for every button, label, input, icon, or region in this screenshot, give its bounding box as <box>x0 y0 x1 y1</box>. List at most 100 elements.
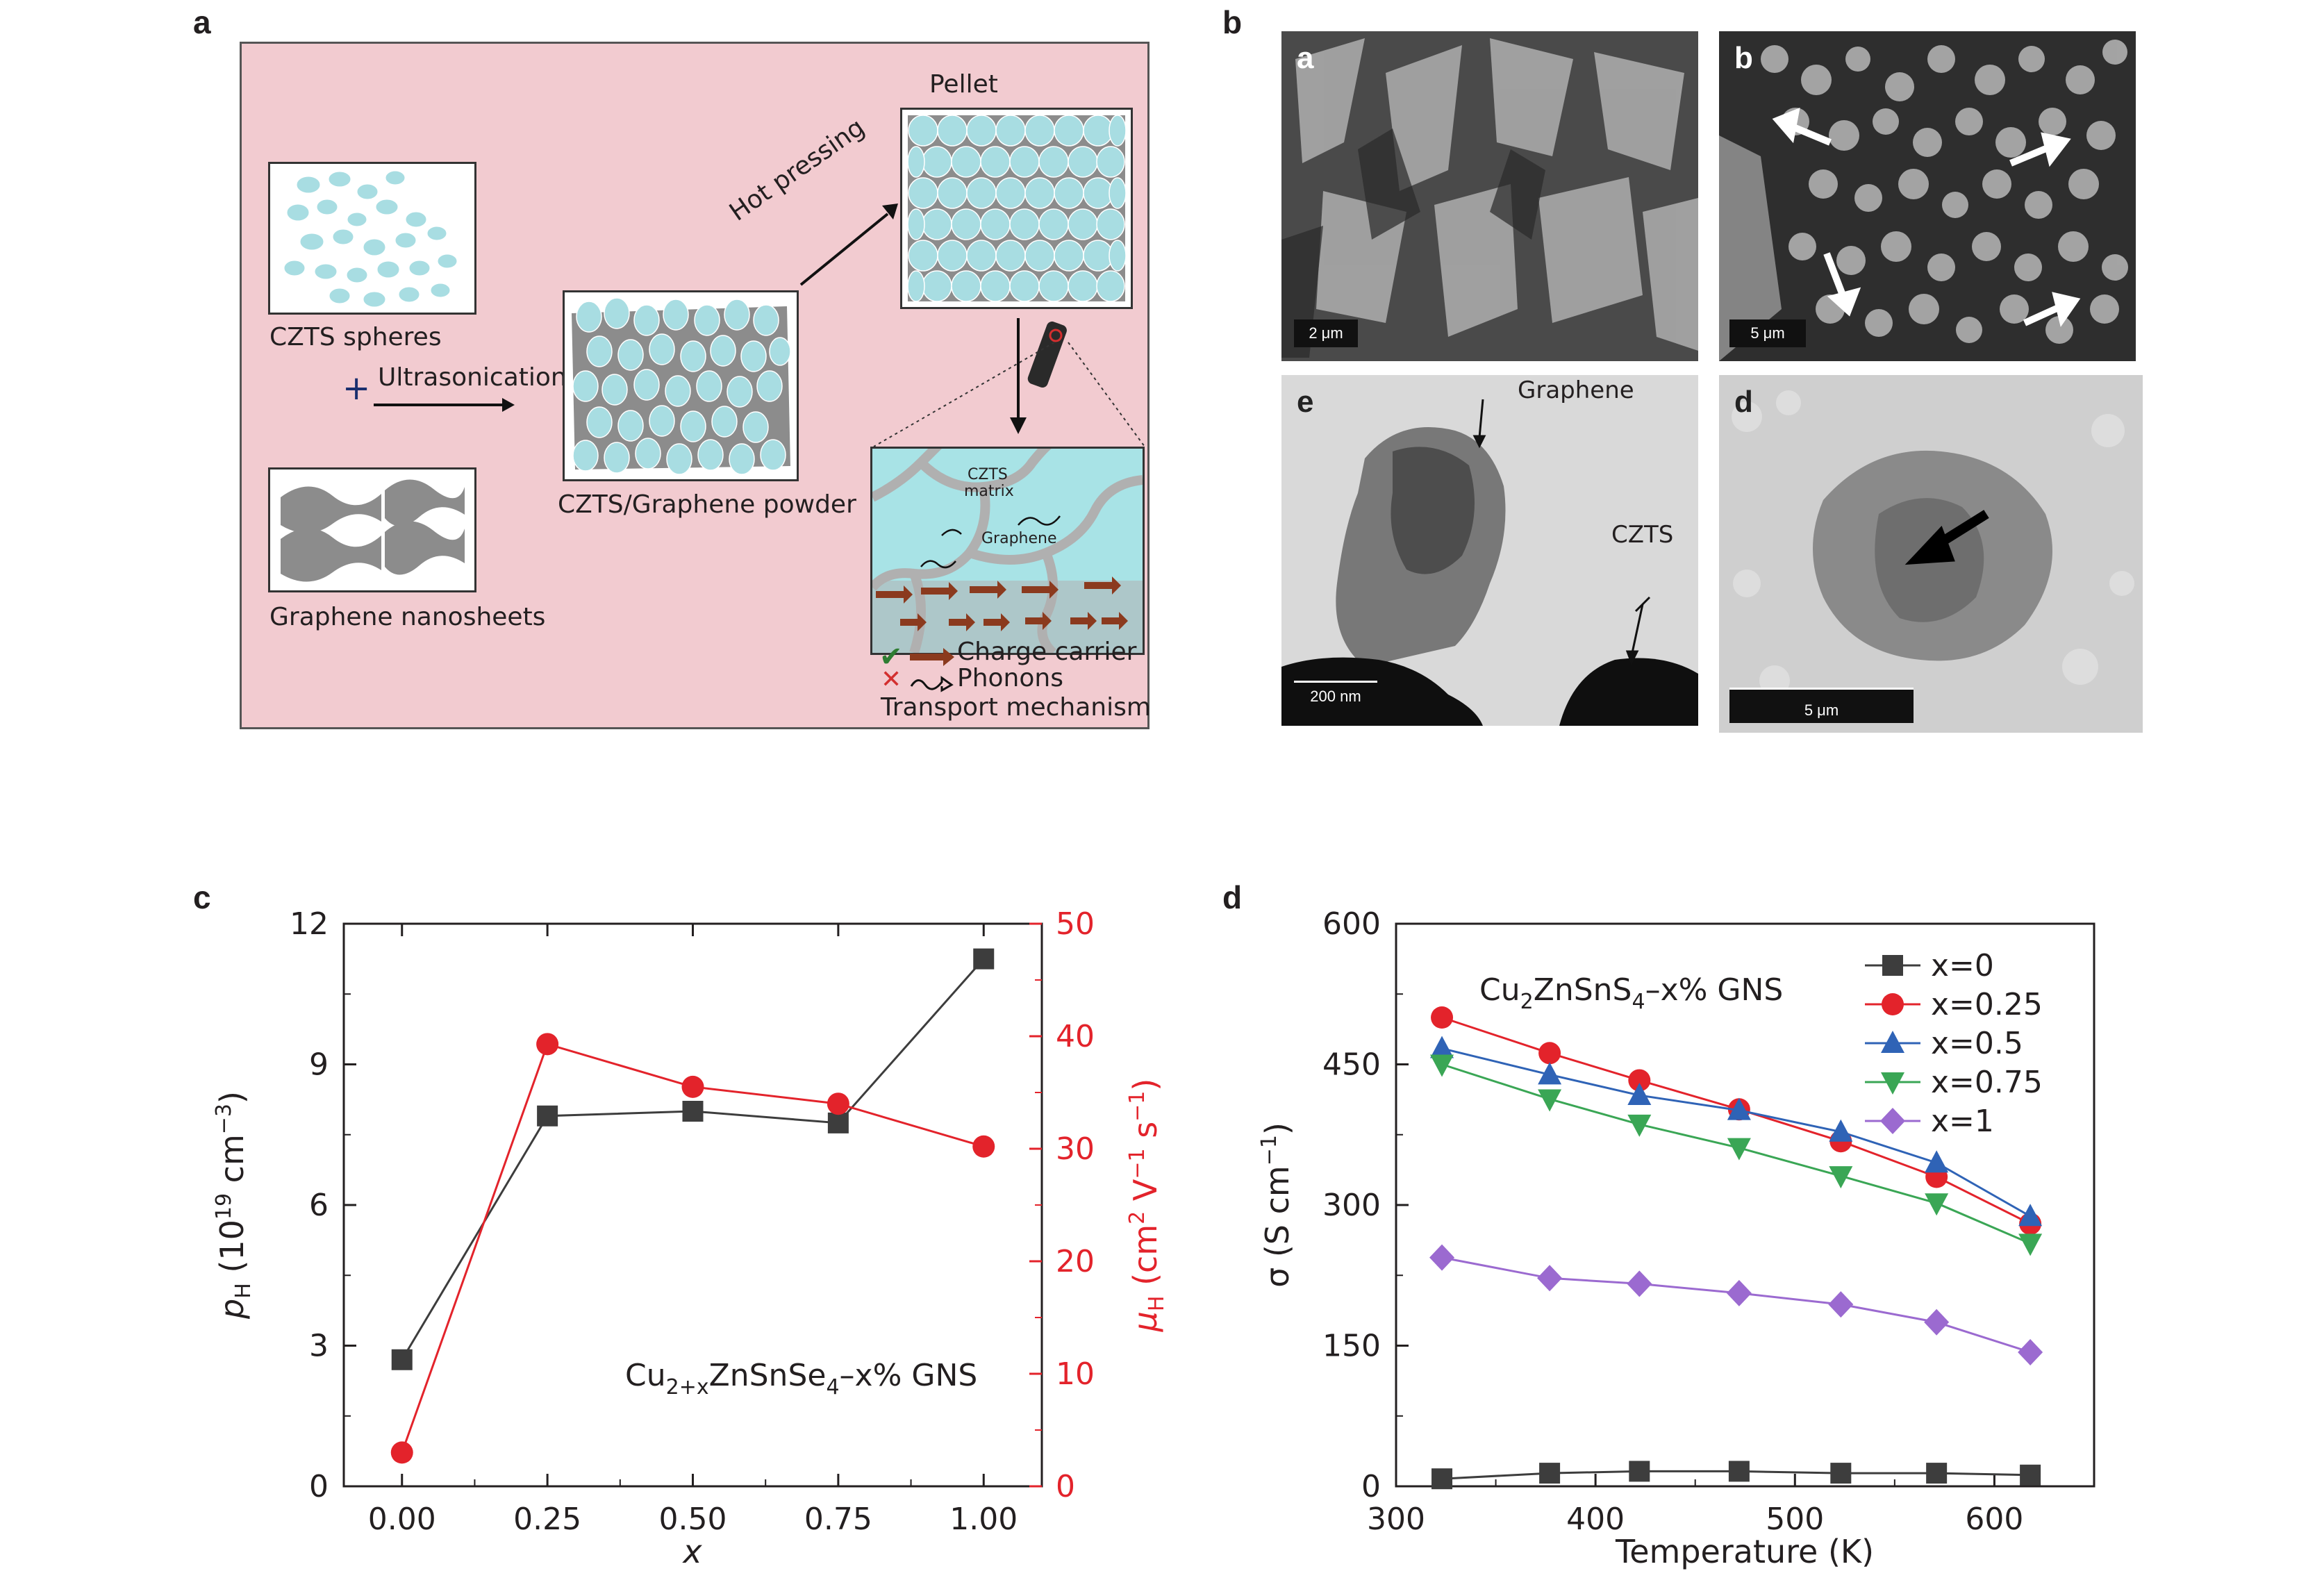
czts-spheres-label: CZTS spheres <box>269 323 442 351</box>
sem-a-letter: a <box>1297 41 1314 75</box>
chart-d-point-0-4 <box>1830 1463 1852 1484</box>
chart-d-legend-label-4: x=1 <box>1931 1104 1994 1139</box>
scale-bar-d: 5 μm <box>1729 688 1914 723</box>
chart-d-ytick-label: 150 <box>1322 1329 1381 1364</box>
sem-image-d-texture <box>1719 375 2143 733</box>
pellet-box <box>900 108 1133 309</box>
chart-d-ytick-label: 600 <box>1322 906 1381 942</box>
charge-carrier-arrow-icon <box>910 648 954 666</box>
czts-spheres-box <box>268 162 476 315</box>
sem-image-a: a 2 μm <box>1281 31 1698 361</box>
scale-bar-b: 5 μm <box>1729 319 1806 347</box>
chart-d-point-3-2 <box>1627 1114 1652 1137</box>
chart-d-point-4-3 <box>1726 1279 1752 1306</box>
chart-d-ylabel: σ (S cm−1) <box>1257 1122 1296 1288</box>
czts-matrix-label-2: matrix <box>964 483 1014 500</box>
chart-d-ytick-label: 300 <box>1322 1188 1381 1223</box>
chart-c-point-0-1 <box>537 1105 558 1127</box>
scale-bar-a: 2 μm <box>1294 319 1358 347</box>
transport-mechanism-box <box>870 447 1145 655</box>
chart-d-point-2-4 <box>1829 1119 1853 1142</box>
chart-c-point-1-4 <box>972 1135 995 1158</box>
chart-c-frame <box>342 922 1043 1488</box>
chart-c-xtick-label: 0.75 <box>804 1502 872 1537</box>
chart-d-xtick-label: 400 <box>1566 1502 1625 1537</box>
chart-d-series-line-4 <box>1441 1256 2031 1354</box>
chart-d-point-4-6 <box>2018 1338 2043 1365</box>
chart-d-annotation: Cu2ZnSnS4–x% GNS <box>1479 972 1783 1014</box>
tem-czts-label: CZTS <box>1611 521 1674 549</box>
chart-d-point-2-1 <box>1538 1062 1562 1085</box>
chart-d-point-2-2 <box>1627 1083 1652 1106</box>
chart-d-xtick-label: 300 <box>1367 1502 1425 1537</box>
sem-image-b: b 5 μm <box>1719 31 2136 361</box>
chart-c-series-line-0 <box>401 958 985 1361</box>
chart-d-conductivity: 300 400 500 600 0 150 300 450 600 x=0 x=0.25 x=0.… <box>1257 906 2095 1570</box>
chart-d-xtick-label: 600 <box>1965 1502 2023 1537</box>
chart-c-point-0-3 <box>827 1112 849 1133</box>
graphene-nanosheets-box <box>268 467 476 592</box>
chart-c-xtick-label: 0.25 <box>513 1502 581 1537</box>
composite-powder-illustration <box>572 297 791 475</box>
chart-c-ytick-right-label: 30 <box>1056 1131 1095 1167</box>
chart-d-point-2-5 <box>1925 1150 1949 1173</box>
chart-c-ytick-right-label: 20 <box>1056 1244 1095 1279</box>
synthesis-schematic: CZTS spheres + Ultrasonication Graphene … <box>240 42 1151 729</box>
chart-c-ytick-left-label: 6 <box>309 1188 329 1223</box>
tem-e-letter: e <box>1297 385 1314 419</box>
chart-d-point-3-6 <box>2018 1233 2043 1256</box>
chart-c-point-1-0 <box>390 1441 413 1464</box>
tem-graphene-label: Graphene <box>1518 376 1634 404</box>
chart-c-point-0-0 <box>391 1349 413 1370</box>
panel-letter-b: b <box>1222 4 1243 40</box>
chart-d-point-1-1 <box>1538 1042 1561 1065</box>
chart-d-point-4-2 <box>1627 1270 1652 1297</box>
composite-powder-box <box>563 290 799 481</box>
ultrasonication-label: Ultrasonication <box>378 363 567 392</box>
pellet-illustration <box>907 115 1127 302</box>
chart-d-point-4-1 <box>1537 1265 1563 1292</box>
chart-d-point-4-0 <box>1429 1244 1455 1271</box>
matrix-illustration <box>872 449 1143 653</box>
chart-c-ytick-right-label: 40 <box>1056 1019 1095 1054</box>
graphene-inset-label: Graphene <box>981 530 1057 547</box>
sem-image-a-texture <box>1281 31 1698 361</box>
composite-powder-label: CZTS/Graphene powder <box>558 490 856 519</box>
panel-letter-c: c <box>193 879 211 915</box>
phonon-wave-icon <box>910 676 954 692</box>
zoom-dotted-lines <box>873 342 1145 447</box>
sem-d-letter: d <box>1734 385 1753 419</box>
czts-matrix-label-1: CZTS <box>968 466 1008 483</box>
chart-d-point-1-2 <box>1628 1069 1651 1092</box>
chart-c-ytick-right-label: 50 <box>1056 906 1095 942</box>
tem-image-e-texture <box>1281 375 1698 726</box>
chart-c-point-0-4 <box>973 948 995 970</box>
graphene-nanosheets-label: Graphene nanosheets <box>269 603 546 631</box>
tem-image-e: e Graphene CZTS 200 nm <box>1281 375 1698 726</box>
chart-d-point-0-3 <box>1728 1461 1750 1482</box>
chart-d-legend-marker-2 <box>1881 1031 1904 1053</box>
chart-d-point-3-0 <box>1430 1054 1454 1077</box>
chart-d-ytick-label: 0 <box>1361 1469 1381 1504</box>
chart-c-xtick-label: 0.00 <box>368 1502 436 1537</box>
chart-d-ytick-label: 450 <box>1322 1047 1381 1083</box>
chart-d-point-3-4 <box>1829 1166 1853 1189</box>
sem-b-letter: b <box>1734 41 1753 75</box>
chart-c-ytick-right-label: 10 <box>1056 1356 1095 1392</box>
chart-c-ytick-left-label: 12 <box>290 906 329 942</box>
chart-d-legend-label-2: x=0.5 <box>1931 1026 2023 1061</box>
chart-d-point-0-6 <box>2020 1464 2041 1486</box>
transport-mechanism-label: Transport mechanism <box>881 693 1151 722</box>
chart-d-point-2-6 <box>2018 1204 2043 1227</box>
panel-letter-a: a <box>193 4 211 40</box>
chart-d-point-0-2 <box>1629 1461 1650 1482</box>
chart-d-legend-marker-3 <box>1881 1072 1904 1095</box>
chart-d-point-2-0 <box>1430 1036 1454 1058</box>
chart-c-ylabel-right: μH (cm2 V−1 s−1) <box>1125 1079 1169 1333</box>
plus-sign: + <box>342 369 371 408</box>
chart-c-ytick-left-label: 3 <box>309 1329 329 1364</box>
chart-c-xtick-label: 1.00 <box>949 1502 1018 1537</box>
czts-spheres-illustration <box>283 170 458 308</box>
chart-d-point-3-5 <box>1925 1193 1949 1216</box>
